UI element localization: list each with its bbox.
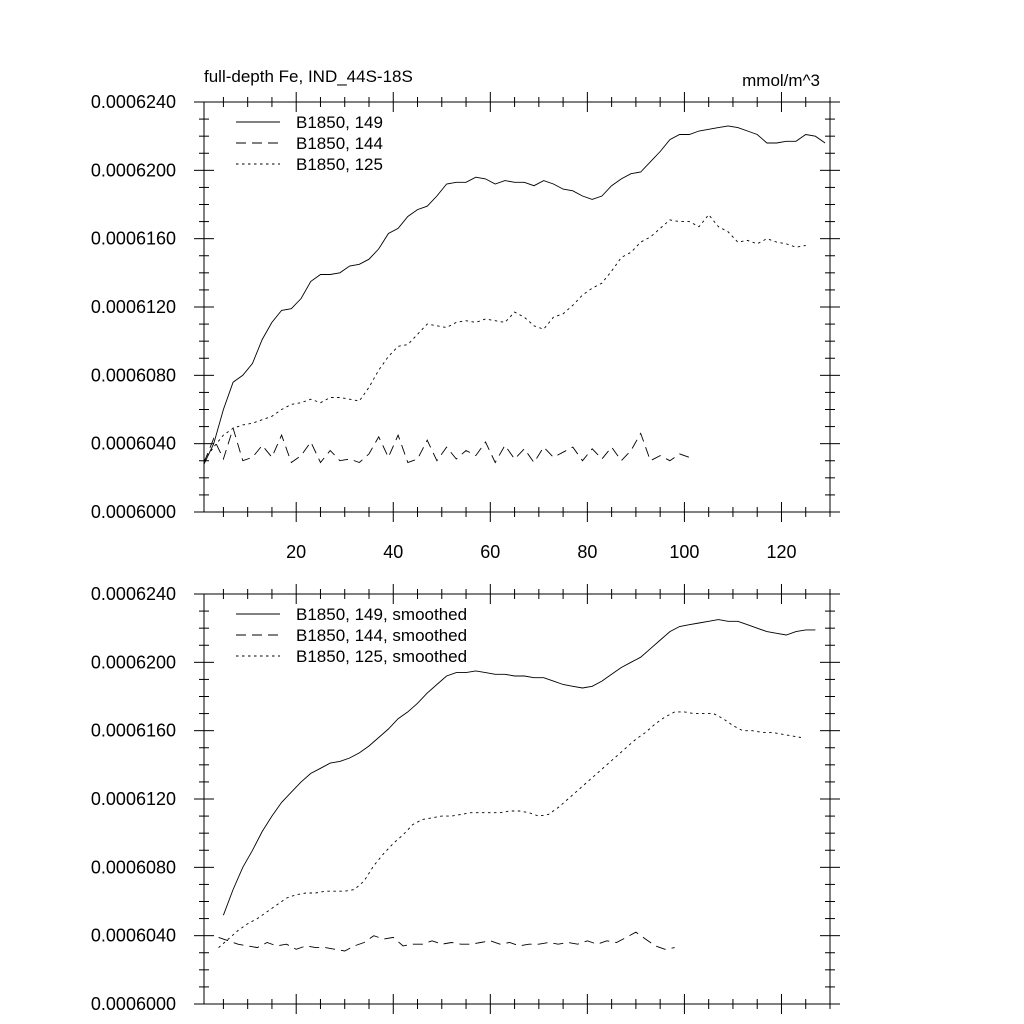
series-line [203,426,690,464]
y-tick-label: 0.0006080 [91,857,176,877]
x-tick-label: 20 [286,542,306,562]
top-panel: full-depth Fe, IND_44S-18S mmol/m^3 0.00… [91,67,840,562]
axis-ticks [194,92,840,522]
series-line [203,213,806,461]
y-tick-label: 0.0006120 [91,789,176,809]
bottom-panel: 0.0006000 0.0006040 0.0006080 0.0006120 0.00… [91,584,840,1014]
series-layer [218,619,816,952]
x-tick-label: 60 [480,542,500,562]
y-tick-label: 0.0006000 [91,502,176,522]
y-tick-labels: 0.0006000 0.0006040 0.0006080 0.0006120 0.00… [91,92,176,522]
y-tick-label: 0.0006040 [91,926,176,946]
x-tick-labels: 20 40 60 80 100 120 [286,542,796,562]
x-tick-label: 100 [669,542,699,562]
legend-label: B1850, 125, smoothed [296,647,467,666]
series-line [218,711,801,948]
y-tick-label: 0.0006080 [91,365,176,385]
legend-label: B1850, 125 [296,155,383,174]
x-tick-label: 120 [766,542,796,562]
units-label: mmol/m^3 [742,71,820,90]
legend-label: B1850, 144, smoothed [296,626,467,645]
plot-frame [203,593,831,1005]
y-tick-label: 0.0006200 [91,652,176,672]
legend: B1850, 149, smoothed B1850, 144, smoothed… [236,605,467,666]
y-tick-labels: 0.0006000 0.0006040 0.0006080 0.0006120 0.00… [91,584,176,1014]
legend-label: B1850, 149 [296,113,383,132]
y-tick-label: 0.0006040 [91,434,176,454]
axis-ticks [194,584,840,1014]
series-line [203,125,826,465]
y-tick-label: 0.0006000 [91,994,176,1014]
legend-label: B1850, 149, smoothed [296,605,467,624]
legend: B1850, 149 B1850, 144 B1850, 125 [236,113,383,174]
chart-title: full-depth Fe, IND_44S-18S [204,67,413,86]
series-line [222,619,816,916]
x-tick-label: 80 [577,542,597,562]
x-tick-label: 40 [383,542,403,562]
series-layer [203,125,826,465]
y-tick-label: 0.0006160 [91,721,176,741]
series-line [218,931,675,952]
y-tick-label: 0.0006200 [91,160,176,180]
plot-frame [203,101,831,513]
y-tick-label: 0.0006120 [91,297,176,317]
y-tick-label: 0.0006240 [91,92,176,112]
legend-label: B1850, 144 [296,134,383,153]
y-tick-label: 0.0006240 [91,584,176,604]
y-tick-label: 0.0006160 [91,229,176,249]
